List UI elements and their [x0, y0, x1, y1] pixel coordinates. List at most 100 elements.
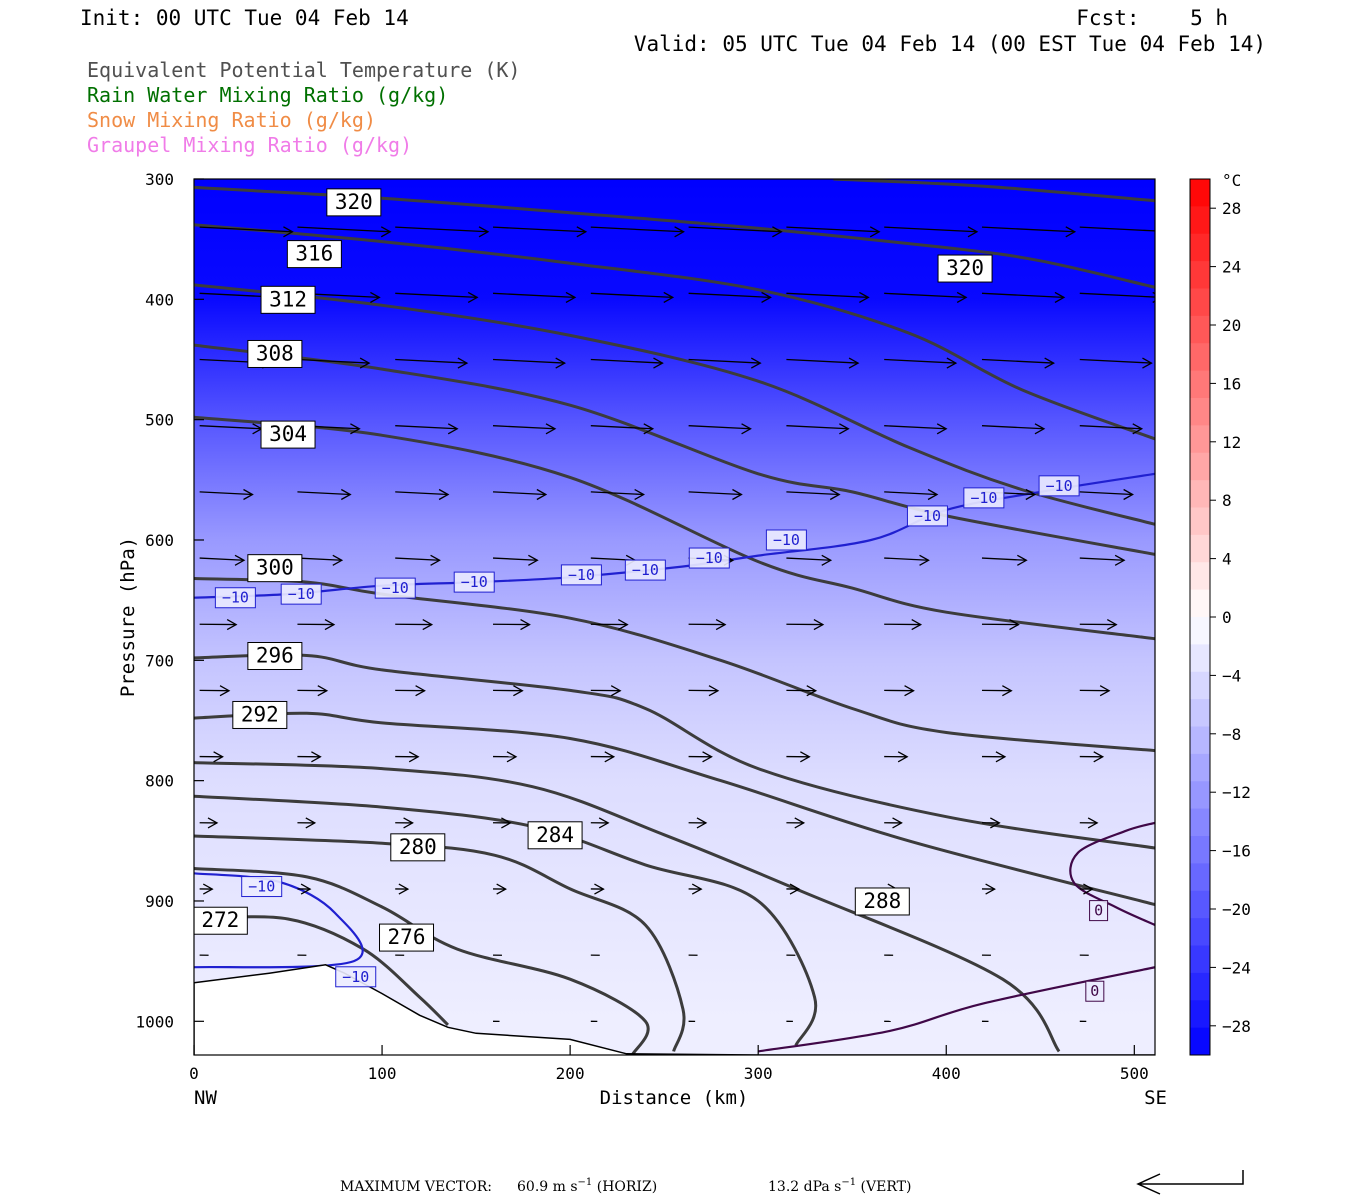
- theta-e-label: 320: [937, 254, 993, 283]
- wind-vector: [884, 619, 923, 631]
- svg-text:0: 0: [1090, 982, 1099, 1000]
- wind-vector: [786, 291, 870, 303]
- colorbar-bin: [1190, 562, 1210, 591]
- wind-vector: [884, 423, 948, 435]
- colorbar-tick-label: 4: [1222, 550, 1232, 569]
- svg-text:−10: −10: [970, 489, 997, 507]
- isotherm-label: −10: [1038, 475, 1080, 497]
- y-tick-label: 300: [145, 170, 174, 189]
- svg-text:312: 312: [269, 287, 307, 311]
- wind-vector: [590, 357, 664, 369]
- wind-vector: [981, 751, 1007, 763]
- wind-vector: [884, 357, 958, 369]
- plot-area: 320 320 316 312 308 304 300 296 292 288 284 280 276 2…: [194, 179, 1155, 1055]
- wind-vector: [590, 817, 610, 829]
- wind-vector: [688, 685, 720, 697]
- colorbar-tick-label: −8: [1222, 725, 1241, 744]
- y-tick-label: 400: [145, 290, 174, 309]
- wind-vector: [199, 488, 254, 501]
- max-vector-label: MAXIMUM VECTOR:: [340, 1179, 492, 1195]
- wind-vector: [688, 751, 713, 763]
- wind-vector: [297, 357, 371, 369]
- wind-vector: [981, 817, 1001, 829]
- wind-vector: [297, 226, 392, 238]
- colorbar-bin: [1190, 972, 1210, 1001]
- theta-e-label: 296: [247, 642, 303, 671]
- wind-vector: [688, 226, 783, 238]
- colorbar-bin: [1190, 671, 1210, 700]
- wind-vector: [297, 619, 336, 631]
- isotherm-label: 0: [1089, 900, 1109, 922]
- svg-text:−10: −10: [288, 585, 315, 603]
- svg-text:0: 0: [1094, 902, 1103, 920]
- wind-vector: [493, 817, 512, 829]
- colorbar-bin: [1190, 1027, 1210, 1056]
- svg-text:−10: −10: [222, 589, 249, 607]
- theta-e-labels: 320 320 316 312 308 304 300 296 292 288 284 280 276 2…: [194, 188, 993, 952]
- x-tick-label: 500: [1120, 1064, 1149, 1083]
- wind-vector: [786, 554, 833, 566]
- y-tick-label: 600: [145, 531, 174, 550]
- theta-e-line: [194, 915, 449, 1026]
- colorbar-tick-label: −28: [1222, 1017, 1251, 1036]
- theta-e-line: [194, 794, 818, 1047]
- colorbar-tick-label: 20: [1222, 316, 1241, 335]
- theta-e-label: 300: [247, 554, 303, 583]
- theta-e-label: 276: [379, 923, 435, 952]
- theta-e-line: [194, 761, 1061, 1053]
- y-tick-label: 800: [145, 772, 174, 791]
- wind-vector: [297, 817, 317, 829]
- wind-vector: [786, 751, 811, 763]
- init-time: Init: 00 UTC Tue 04 Feb 14: [80, 6, 409, 30]
- theta-e-line: [194, 343, 1155, 556]
- x-end-left: NW: [194, 1087, 217, 1109]
- wind-vector: [884, 554, 930, 566]
- wind-vector: [786, 488, 841, 501]
- wind-vector: [297, 883, 312, 895]
- colorbar-bin: [1190, 781, 1210, 810]
- x-tick-label: 0: [189, 1064, 199, 1083]
- wind-vector: [884, 817, 903, 829]
- svg-text:296: 296: [256, 644, 294, 668]
- svg-text:−10: −10: [1046, 477, 1073, 495]
- theta-e-label: 320: [326, 188, 382, 217]
- wind-vector: [493, 685, 524, 697]
- colorbar-tick-label: 8: [1222, 491, 1232, 510]
- x-tick-label: 400: [932, 1064, 961, 1083]
- max-vector-horiz: 60.9 m s−1 (HORIZ): [517, 1177, 657, 1195]
- svg-text:280: 280: [399, 835, 437, 859]
- wind-vector: [688, 488, 743, 501]
- wind-vector: [981, 226, 1077, 238]
- wind-vector: [1079, 817, 1099, 829]
- wind-vector: [199, 883, 214, 895]
- colorbar-tick-label: −4: [1222, 666, 1241, 685]
- legend-entry: Equivalent Potential Temperature (K): [87, 58, 520, 82]
- colorbar-bin: [1190, 343, 1210, 372]
- theta-e-label: 312: [260, 285, 316, 314]
- colorbar-bin: [1190, 644, 1210, 673]
- wind-vector: [590, 291, 675, 303]
- wind-vector: [493, 619, 531, 631]
- wind-vector: [590, 883, 605, 895]
- wind-vector: [1079, 488, 1134, 501]
- wind-vector: [786, 423, 850, 435]
- isotherm-line: [758, 966, 1155, 1053]
- svg-text:276: 276: [388, 925, 426, 949]
- wind-vector: [981, 883, 996, 895]
- wind-vector: [492, 423, 557, 435]
- y-tick-label: 700: [145, 651, 174, 670]
- wind-vector: [297, 488, 352, 501]
- colorbar-bin: [1190, 836, 1210, 864]
- wind-vector: [492, 357, 567, 369]
- wind-vector: [786, 817, 806, 829]
- wind-vector: [981, 291, 1066, 303]
- wind-vector: [981, 619, 1020, 631]
- wind-vector: [981, 554, 1028, 566]
- colorbar-bin: [1190, 863, 1210, 892]
- colorbar-bin: [1190, 945, 1210, 974]
- isotherm-label: −10: [241, 876, 283, 898]
- svg-text:320: 320: [335, 190, 373, 214]
- theta-e-label: 272: [194, 906, 248, 935]
- wind-vector: [688, 817, 708, 829]
- legend-entry: Graupel Mixing Ratio (g/kg): [87, 133, 412, 157]
